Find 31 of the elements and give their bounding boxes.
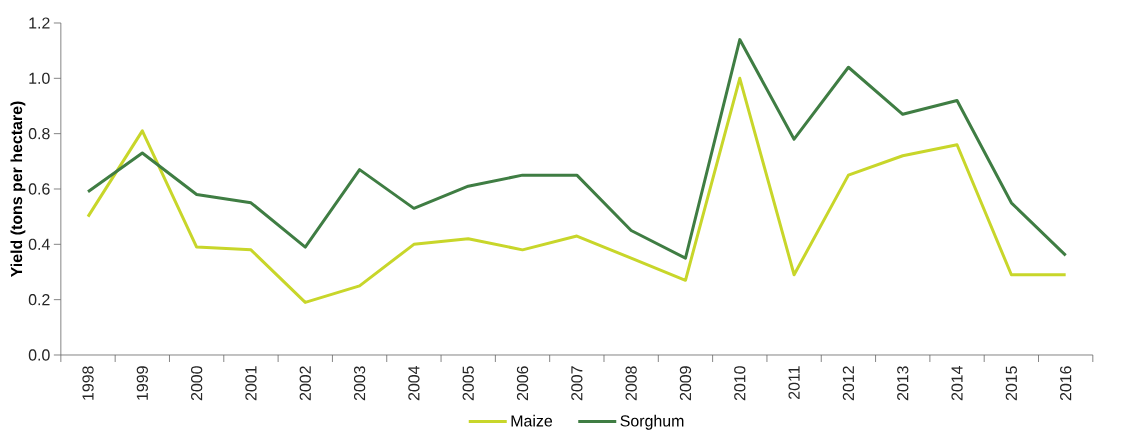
y-tick-label: 0.2 [28, 294, 50, 306]
x-tick-label: 2007 [571, 366, 583, 401]
x-tick-label: 2005 [462, 366, 474, 401]
x-tick-label: 2001 [245, 366, 257, 401]
legend-label: Sorghum [620, 414, 684, 430]
x-tick-label: 2013 [897, 366, 909, 401]
x-tick-label: 2008 [625, 366, 637, 401]
y-tick-label: 0.0 [28, 349, 50, 361]
x-tick-label: 2014 [951, 365, 963, 401]
x-tick-label: 2011 [788, 366, 800, 399]
legend-label: Maize [511, 414, 553, 427]
x-tick-label: 1998 [82, 366, 94, 400]
line-series [86, 76, 1068, 304]
y-tick-label: 0.6 [28, 183, 50, 195]
x-tick-label: 2000 [191, 366, 203, 401]
y-axis-title: Yield (tons per hectare) [10, 101, 26, 277]
y-tick-label: 0.4 [28, 238, 50, 250]
x-tick-label: 2004 [408, 365, 420, 401]
x-tick-label: 2009 [679, 366, 692, 401]
x-tick-label: 2002 [299, 366, 311, 401]
y-tick-label: 1.2 [29, 17, 50, 29]
y-tick-label: 0.8 [28, 128, 50, 140]
x-tick-label: 2003 [353, 366, 366, 401]
x-tick-label: 2016 [1060, 366, 1072, 401]
y-tick-label: 1.0 [29, 72, 50, 84]
x-tick-label: 2012 [842, 366, 855, 401]
x-tick-label: 1999 [136, 366, 148, 400]
x-tick-label: 2015 [1005, 366, 1017, 401]
line-series [86, 38, 1068, 260]
x-tick-label: 2010 [734, 366, 746, 401]
x-tick-label: 2006 [516, 366, 529, 401]
